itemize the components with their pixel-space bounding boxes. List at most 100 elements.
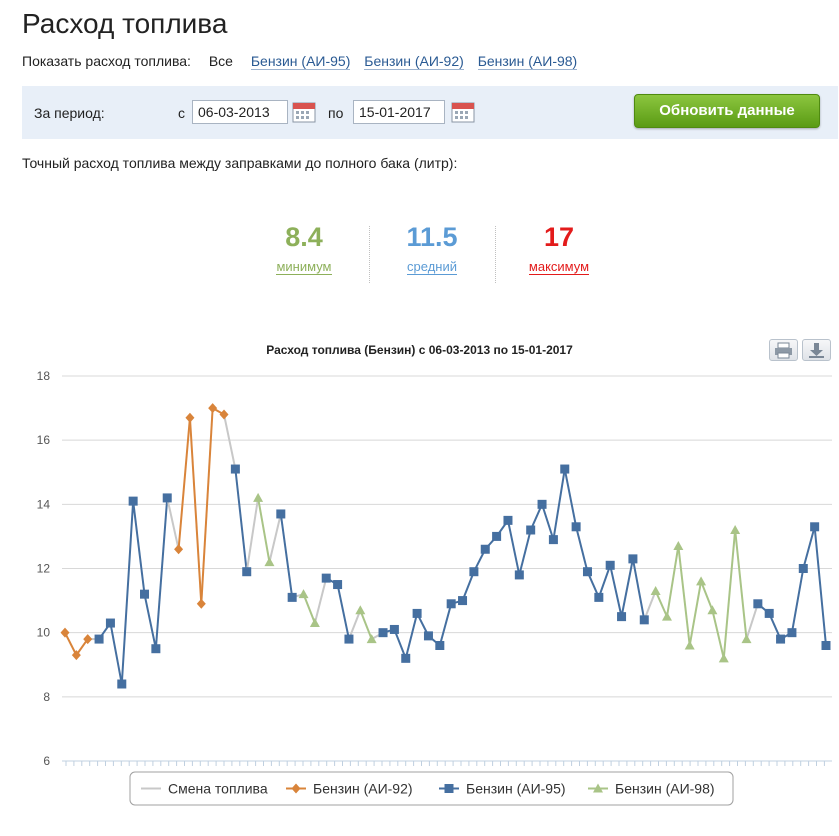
series-segment: [200, 408, 214, 604]
data-point-ai95: [537, 499, 547, 509]
calendar-icon[interactable]: [292, 100, 316, 124]
update-data-button[interactable]: Обновить данные: [634, 94, 820, 128]
description-text: Точный расход топлива между заправками д…: [22, 155, 458, 171]
filter-link-ai95[interactable]: Бензин (АИ-95): [250, 53, 351, 70]
series-segment: [166, 497, 180, 550]
legend-label: Бензин (АИ-98): [615, 781, 715, 797]
series-segment: [438, 603, 453, 646]
stat-divider: [369, 226, 370, 283]
data-point-ai92: [196, 598, 206, 609]
series-segment: [188, 417, 203, 604]
filter-link-ai92[interactable]: Бензин (АИ-92): [364, 53, 464, 70]
series-segment: [336, 584, 350, 640]
chart-title: Расход топлива (Бензин) с 06-03-2013 по …: [266, 343, 573, 357]
data-point-ai98: [309, 618, 320, 628]
date-from-input[interactable]: [192, 100, 288, 124]
data-point-ai95: [94, 634, 104, 644]
data-point-ai98: [593, 783, 603, 793]
data-point-ai95: [526, 525, 536, 535]
series-segment: [688, 581, 703, 646]
data-point-ai92: [291, 783, 301, 794]
stat-min: 8.4 минимум: [244, 222, 364, 276]
data-point-ai95: [378, 628, 388, 638]
data-point-ai95: [423, 631, 433, 641]
period-bar: За период: с по Обновить данные: [22, 86, 838, 139]
series-segment: [234, 468, 248, 572]
data-point-ai95: [446, 599, 456, 609]
data-point-ai95: [344, 634, 354, 644]
data-point-ai95: [117, 679, 127, 689]
stat-min-label[interactable]: минимум: [276, 259, 332, 275]
data-point-ai95: [514, 570, 524, 580]
stat-max-label[interactable]: максимум: [528, 259, 590, 275]
y-tick-label: 10: [37, 626, 51, 640]
legend-label: Бензин (АИ-92): [313, 781, 413, 797]
fuel-filter: Показать расход топлива: Все Бензин (АИ-…: [22, 53, 587, 70]
series-segment: [552, 468, 566, 540]
series-segment: [245, 497, 260, 572]
fuel-consumption-chart: 6 8 10 12 14 16 18 Смена топлива Бензин (АИ-92)…: [37, 369, 832, 806]
data-point-ai98: [684, 640, 695, 650]
series-segment: [223, 414, 237, 470]
data-point-ai95: [798, 564, 808, 573]
series-segment: [154, 497, 169, 649]
stat-avg-value: 11.5: [406, 222, 458, 252]
data-point-ai95: [276, 509, 286, 519]
data-point-ai98: [366, 634, 377, 644]
data-point-ai98: [264, 557, 275, 567]
download-icon[interactable]: [802, 339, 831, 361]
series-segment: [132, 501, 146, 595]
data-point-ai95: [764, 608, 774, 618]
series-segment: [393, 629, 407, 659]
y-tick-label: 6: [43, 754, 50, 768]
y-tick-label: 8: [43, 690, 50, 704]
series-segment: [518, 529, 532, 576]
filter-all[interactable]: Все: [208, 53, 233, 69]
data-point-ai95: [128, 496, 138, 506]
stat-max-value: 17: [543, 222, 575, 252]
series-segment: [506, 520, 521, 576]
series-segment: [404, 613, 419, 659]
data-point-ai95: [105, 618, 115, 628]
data-point-ai98: [673, 541, 684, 551]
data-point-ai95: [151, 644, 161, 654]
series-segment: [677, 545, 691, 646]
data-point-ai98: [696, 576, 707, 586]
stat-avg-label[interactable]: средний: [407, 259, 457, 275]
y-tick-label: 18: [37, 369, 51, 383]
from-label: с: [178, 105, 185, 121]
series-segment: [631, 558, 646, 621]
data-point-ai92: [174, 544, 184, 555]
series-segment: [745, 603, 759, 640]
data-point-ai95: [821, 641, 831, 650]
series-segment: [313, 577, 328, 624]
y-tick-label: 16: [37, 433, 51, 447]
calendar-icon[interactable]: [451, 100, 475, 124]
series-segment: [302, 593, 316, 624]
data-point-ai95: [412, 608, 422, 618]
series-segment: [700, 580, 714, 611]
data-point-ai95: [571, 522, 581, 532]
data-point-ai95: [594, 592, 604, 602]
data-point-ai95: [287, 592, 297, 602]
data-point-ai92: [185, 412, 195, 423]
filter-link-ai98[interactable]: Бензин (АИ-98): [477, 53, 578, 70]
legend-label: Смена топлива: [168, 781, 268, 797]
data-point-ai98: [707, 605, 718, 615]
data-point-ai95: [810, 522, 820, 532]
data-point-ai92: [208, 403, 218, 414]
data-point-ai95: [162, 493, 172, 503]
series-segment: [279, 513, 294, 598]
print-icon[interactable]: [769, 339, 798, 361]
filter-label: Показать расход топлива:: [22, 53, 191, 69]
data-point-ai95: [605, 560, 615, 570]
data-point-ai95: [480, 544, 490, 554]
series-segment: [257, 497, 271, 563]
date-to-input[interactable]: [353, 100, 445, 124]
series-segment: [461, 571, 475, 601]
series-segment: [790, 568, 805, 633]
series-segment: [64, 632, 78, 656]
data-point-ai92: [71, 650, 81, 661]
data-point-ai95: [492, 531, 502, 541]
stat-avg: 11.5 средний: [372, 222, 492, 276]
